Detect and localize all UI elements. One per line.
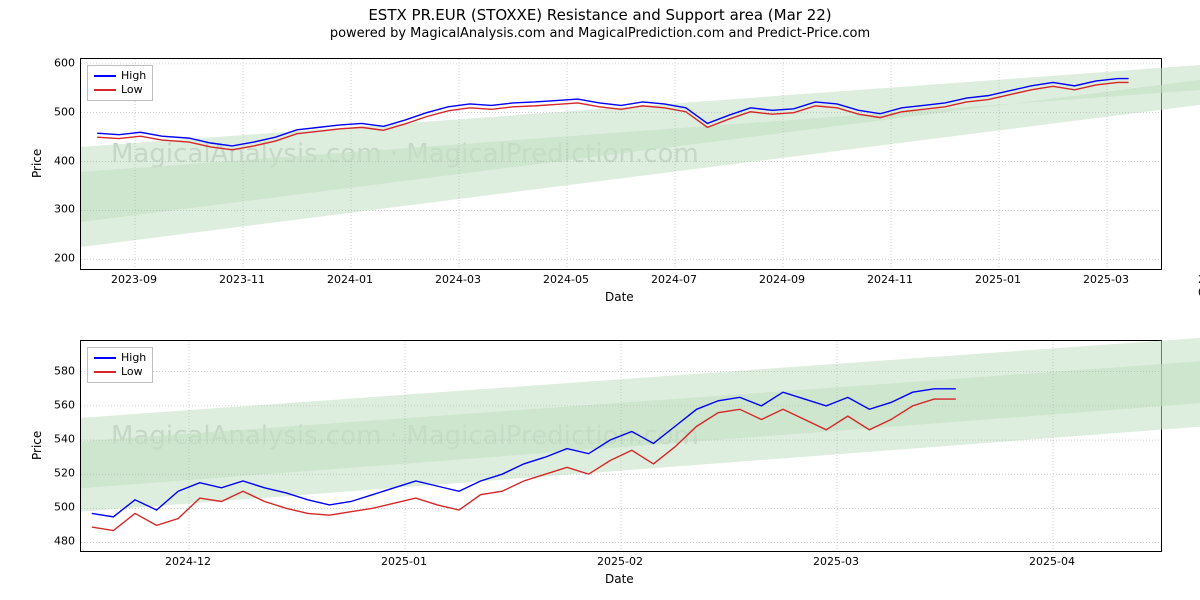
legend-label-high: High xyxy=(121,351,146,365)
legend-item-high: High xyxy=(94,351,146,365)
y-tick-label: 200 xyxy=(45,252,75,265)
x-tick-label: 2025-03 xyxy=(813,555,859,568)
x-tick-label: 2024-07 xyxy=(651,273,697,286)
chart-subtitle: powered by MagicalAnalysis.com and Magic… xyxy=(0,26,1200,41)
x-tick-label: 2024-05 xyxy=(543,273,589,286)
legend-label-high: High xyxy=(121,69,146,83)
x-tick-label: 2023-09 xyxy=(111,273,157,286)
y-tick-label: 500 xyxy=(45,105,75,118)
y-tick-label: 580 xyxy=(45,364,75,377)
bottom-chart-svg xyxy=(81,341,1161,551)
legend-swatch-high xyxy=(94,75,116,77)
legend-label-low: Low xyxy=(121,365,143,379)
legend-swatch-low xyxy=(94,89,116,91)
x-tick-label: 2025-01 xyxy=(975,273,1021,286)
x-axis-label: Date xyxy=(605,572,634,586)
chart-title: ESTX PR.EUR (STOXXE) Resistance and Supp… xyxy=(0,6,1200,24)
legend-swatch-high xyxy=(94,357,116,359)
x-tick-label: 2025-03 xyxy=(1083,273,1129,286)
x-tick-label: 2024-09 xyxy=(759,273,805,286)
x-tick-label: 2025-04 xyxy=(1029,555,1075,568)
x-tick-label: 2023-11 xyxy=(219,273,265,286)
x-axis-label: Date xyxy=(605,290,634,304)
x-tick-label: 2024-11 xyxy=(867,273,913,286)
x-tick-label: 2025-01 xyxy=(381,555,427,568)
bottom-chart-panel: MagicalAnalysis.com · MagicalPrediction.… xyxy=(80,340,1162,552)
legend-box: High Low xyxy=(87,65,153,101)
y-axis-label: Price xyxy=(30,149,44,178)
top-chart-panel: MagicalAnalysis.com · MagicalPrediction.… xyxy=(80,58,1162,270)
y-tick-label: 480 xyxy=(45,535,75,548)
top-chart-svg xyxy=(81,59,1161,269)
y-tick-label: 400 xyxy=(45,154,75,167)
y-tick-label: 600 xyxy=(45,56,75,69)
x-tick-label: 2024-03 xyxy=(435,273,481,286)
x-tick-label: 2024-01 xyxy=(327,273,373,286)
legend-item-low: Low xyxy=(94,365,146,379)
y-tick-label: 500 xyxy=(45,501,75,514)
legend-item-high: High xyxy=(94,69,146,83)
figure: ESTX PR.EUR (STOXXE) Resistance and Supp… xyxy=(0,0,1200,600)
y-axis-label: Price xyxy=(30,431,44,460)
y-tick-label: 520 xyxy=(45,467,75,480)
x-tick-label: 2025-02 xyxy=(597,555,643,568)
y-tick-label: 540 xyxy=(45,433,75,446)
legend-swatch-low xyxy=(94,371,116,373)
legend-item-low: Low xyxy=(94,83,146,97)
y-tick-label: 560 xyxy=(45,398,75,411)
legend-box: High Low xyxy=(87,347,153,383)
y-tick-label: 300 xyxy=(45,203,75,216)
legend-label-low: Low xyxy=(121,83,143,97)
x-tick-label: 2024-12 xyxy=(165,555,211,568)
